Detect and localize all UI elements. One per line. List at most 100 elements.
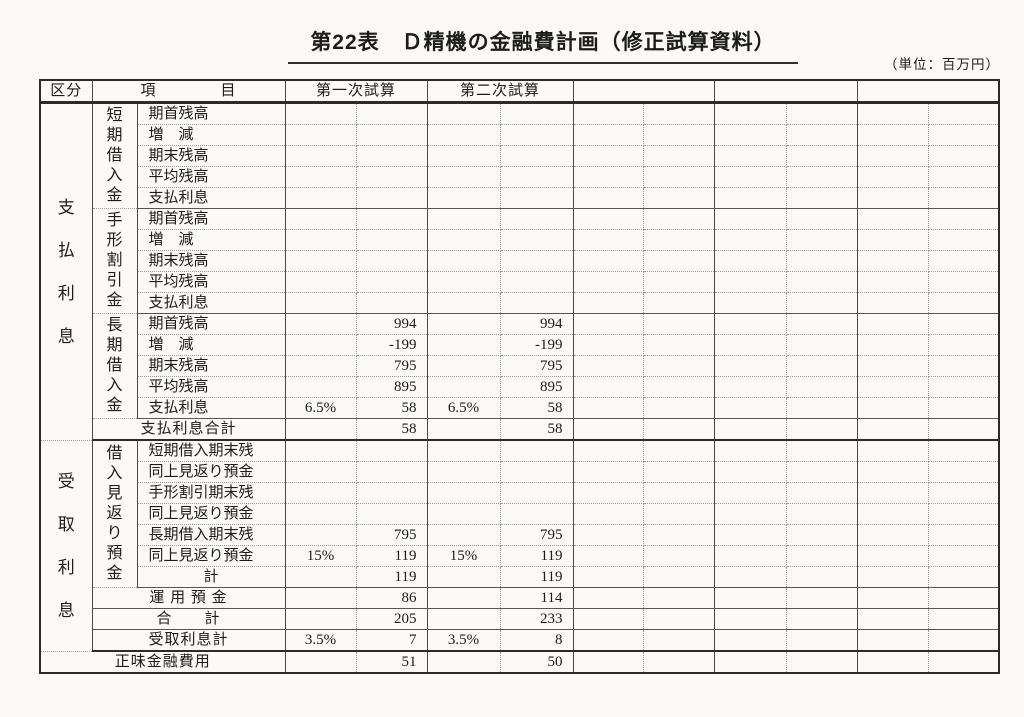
rate-cell (427, 166, 501, 188)
value-cell (643, 208, 715, 230)
value-cell (643, 629, 715, 652)
item-label: 支払利息 (137, 397, 286, 419)
rate-cell (573, 503, 644, 525)
rate-cell (573, 524, 644, 546)
rate-cell (285, 250, 357, 272)
value-cell (356, 482, 428, 504)
rate-cell (285, 440, 357, 462)
value-cell (643, 566, 715, 588)
value-cell (786, 482, 858, 504)
table-container: 区分項 目第一次試算 第二次試算支払利息短期借入金期首残高増 減期末残高 平均残高支… (39, 79, 1000, 674)
rate-cell (427, 566, 501, 588)
rate-cell (573, 355, 644, 377)
rate-cell (427, 271, 501, 293)
value-cell (500, 102, 574, 125)
rate-cell (714, 629, 787, 652)
rate-cell (857, 229, 929, 251)
value-cell (928, 566, 999, 588)
rate-cell (285, 566, 357, 588)
rate-cell (285, 482, 357, 504)
rate-cell (714, 545, 787, 567)
value-cell (643, 545, 715, 567)
value-cell (928, 313, 999, 335)
value-cell (643, 334, 715, 356)
rate-cell (573, 334, 644, 356)
rate-cell: 15% (427, 545, 501, 567)
value-cell (356, 187, 428, 209)
value-cell (643, 271, 715, 293)
value-cell (786, 208, 858, 230)
value-cell (786, 503, 858, 525)
value-cell (928, 482, 999, 504)
rate-cell: 3.5% (285, 629, 357, 652)
rate-cell (714, 292, 787, 314)
value-cell (786, 250, 858, 272)
rate-cell (285, 376, 357, 398)
rate-cell: 6.5% (285, 397, 357, 419)
value-cell (643, 229, 715, 251)
item-label: 期末残高 (137, 145, 286, 167)
kubun-vertical-text: 支払利息 (57, 197, 75, 346)
item-label: 同上見返り預金 (137, 545, 286, 567)
rate-cell (427, 482, 501, 504)
value-cell (928, 651, 999, 673)
rate-cell (285, 313, 357, 335)
rate-cell (857, 292, 929, 314)
group-label: 借入見返り預金 (92, 440, 138, 588)
rate-cell (714, 313, 787, 335)
rate-cell (427, 440, 501, 462)
value-cell (500, 145, 574, 167)
rate-cell (285, 208, 357, 230)
item-label: 増 減 (137, 229, 286, 251)
value-cell (356, 166, 428, 188)
group-label: 短期借入金 (92, 102, 138, 209)
rate-cell (285, 292, 357, 314)
value-cell (356, 229, 428, 251)
item-label: 期首残高 (137, 102, 286, 125)
rate-cell (573, 397, 644, 419)
rate-cell (857, 313, 929, 335)
value-cell (356, 102, 428, 125)
rate-cell (573, 166, 644, 188)
item-label: 短期借入期末残 (137, 440, 286, 462)
rate-cell (857, 651, 929, 673)
rate-cell (857, 208, 929, 230)
rate-cell (427, 292, 501, 314)
value-cell: 58 (500, 418, 574, 441)
value-cell: 895 (356, 376, 428, 398)
rate-cell (573, 629, 644, 652)
value-cell: 795 (500, 524, 574, 546)
group-vertical-text: 借入見返り預金 (106, 445, 123, 582)
total-label: 支払利息合計 (92, 418, 286, 441)
value-cell (786, 334, 858, 356)
rate-cell (573, 376, 644, 398)
value-cell: 994 (500, 313, 574, 335)
value-cell (500, 250, 574, 272)
rate-cell (573, 440, 644, 462)
value-cell (786, 524, 858, 546)
rate-cell (573, 651, 644, 673)
item-label: 平均残高 (137, 166, 286, 188)
rate-cell (573, 461, 644, 483)
item-label: 平均残高 (137, 376, 286, 398)
value-cell: 58 (356, 418, 428, 441)
rate-cell (714, 608, 787, 630)
value-cell (928, 355, 999, 377)
value-cell (928, 229, 999, 251)
value-cell (643, 461, 715, 483)
rate-cell (573, 292, 644, 314)
value-cell (786, 271, 858, 293)
value-cell (643, 397, 715, 419)
value-cell (786, 651, 858, 673)
group-vertical-text: 手形割引金 (106, 212, 123, 309)
value-cell: 119 (500, 545, 574, 567)
rate-cell (714, 397, 787, 419)
rate-cell (427, 418, 501, 441)
header-trial-2: 第二次試算 (427, 80, 574, 104)
value-cell: 114 (500, 587, 574, 609)
value-cell (928, 397, 999, 419)
item-label: 支払利息 (137, 187, 286, 209)
value-cell (786, 418, 858, 441)
value-cell: 119 (356, 545, 428, 567)
rate-cell (427, 334, 501, 356)
